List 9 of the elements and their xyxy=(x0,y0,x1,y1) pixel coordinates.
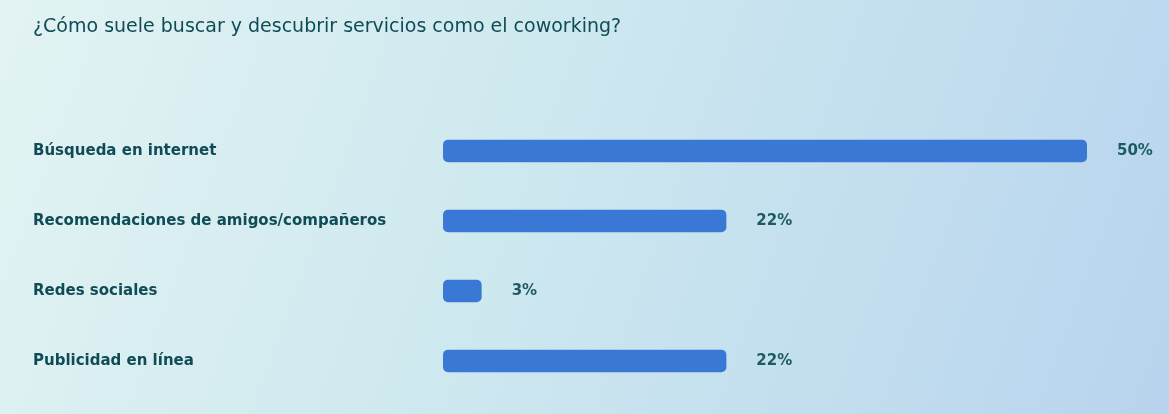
data-label: 22% xyxy=(756,350,793,369)
y-tick-label: Búsqueda en internet xyxy=(33,140,217,159)
data-label: 50% xyxy=(1117,140,1153,159)
y-tick-label: Redes sociales xyxy=(33,280,158,299)
chart-title: ¿Cómo suele buscar y descubrir servicios como el coworking? xyxy=(33,14,622,36)
y-tick-label: Recomendaciones de amigos/compañeros xyxy=(33,210,387,229)
y-tick-label: Publicidad en línea xyxy=(33,350,194,369)
data-label: 3% xyxy=(511,280,538,299)
data-label: 22% xyxy=(756,210,793,229)
